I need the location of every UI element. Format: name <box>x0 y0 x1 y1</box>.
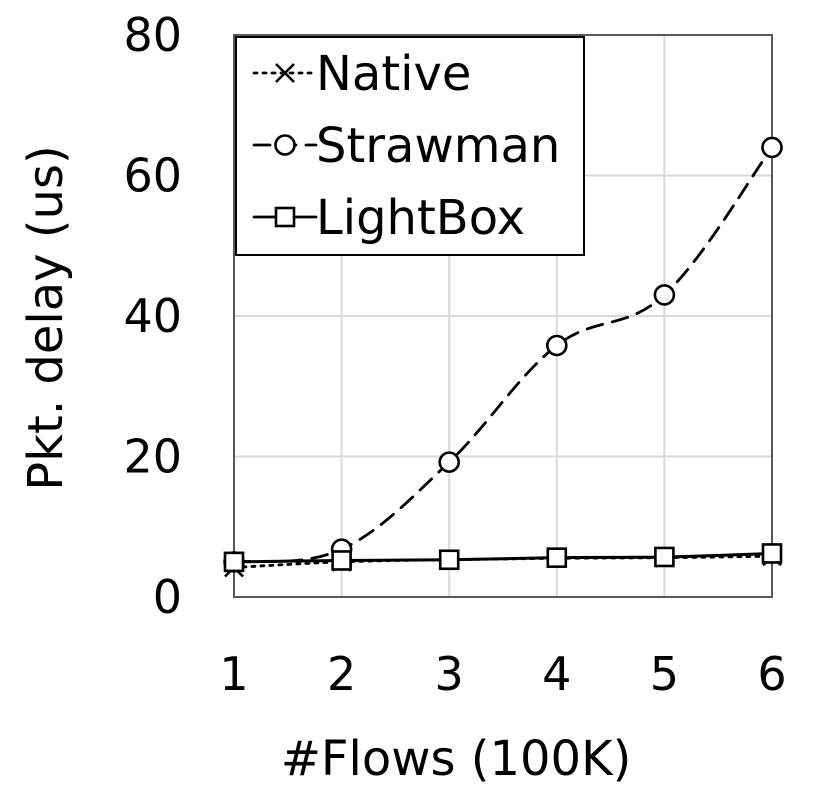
legend-marker <box>274 206 296 228</box>
legend-label: LightBox <box>316 190 525 246</box>
data-point-lightbox <box>223 551 245 573</box>
data-point-lightbox <box>438 549 460 571</box>
data-point-lightbox <box>654 546 675 568</box>
y-tick-label: 0 <box>153 570 182 624</box>
y-tick-label: 40 <box>123 289 182 343</box>
legend-entry-lightbox: LightBox <box>252 190 525 246</box>
data-point-strawman <box>761 136 783 159</box>
legend-label: Native <box>316 46 471 102</box>
series-group <box>223 136 783 578</box>
series-line-lightbox <box>232 551 774 564</box>
y-tick-label: 20 <box>123 430 182 484</box>
x-axis-title: #Flows (100K) <box>281 731 632 787</box>
y-tick-label: 60 <box>123 149 182 203</box>
axes: 0 20 40 60 80 1 2 3 4 5 6 <box>123 8 786 701</box>
data-point-strawman <box>438 451 461 473</box>
data-point-lightbox <box>546 547 568 568</box>
x-tick-label: 3 <box>435 647 464 701</box>
data-point-strawman <box>545 334 568 357</box>
legend-entry-native: Native <box>252 46 471 102</box>
x-tick-label: 2 <box>327 647 356 701</box>
legend-marker <box>275 63 295 83</box>
series-lightbox <box>223 543 783 573</box>
legend-label: Strawman <box>316 118 560 174</box>
legend-marker <box>274 134 296 156</box>
y-axis-title: Pkt. delay (us) <box>18 145 74 490</box>
y-tick-label: 80 <box>123 8 182 62</box>
plot-frame <box>233 34 773 598</box>
data-point-strawman <box>653 284 676 306</box>
legend-entry-strawman: Strawman <box>252 118 560 174</box>
x-tick-label: 4 <box>542 647 571 701</box>
x-tick-label: 5 <box>650 647 679 701</box>
x-tick-label: 6 <box>757 647 786 701</box>
data-point-lightbox <box>331 550 352 571</box>
legend: Native Strawman LightBox <box>235 36 585 256</box>
data-point-lightbox <box>761 543 783 564</box>
x-tick-label: 1 <box>219 647 248 701</box>
